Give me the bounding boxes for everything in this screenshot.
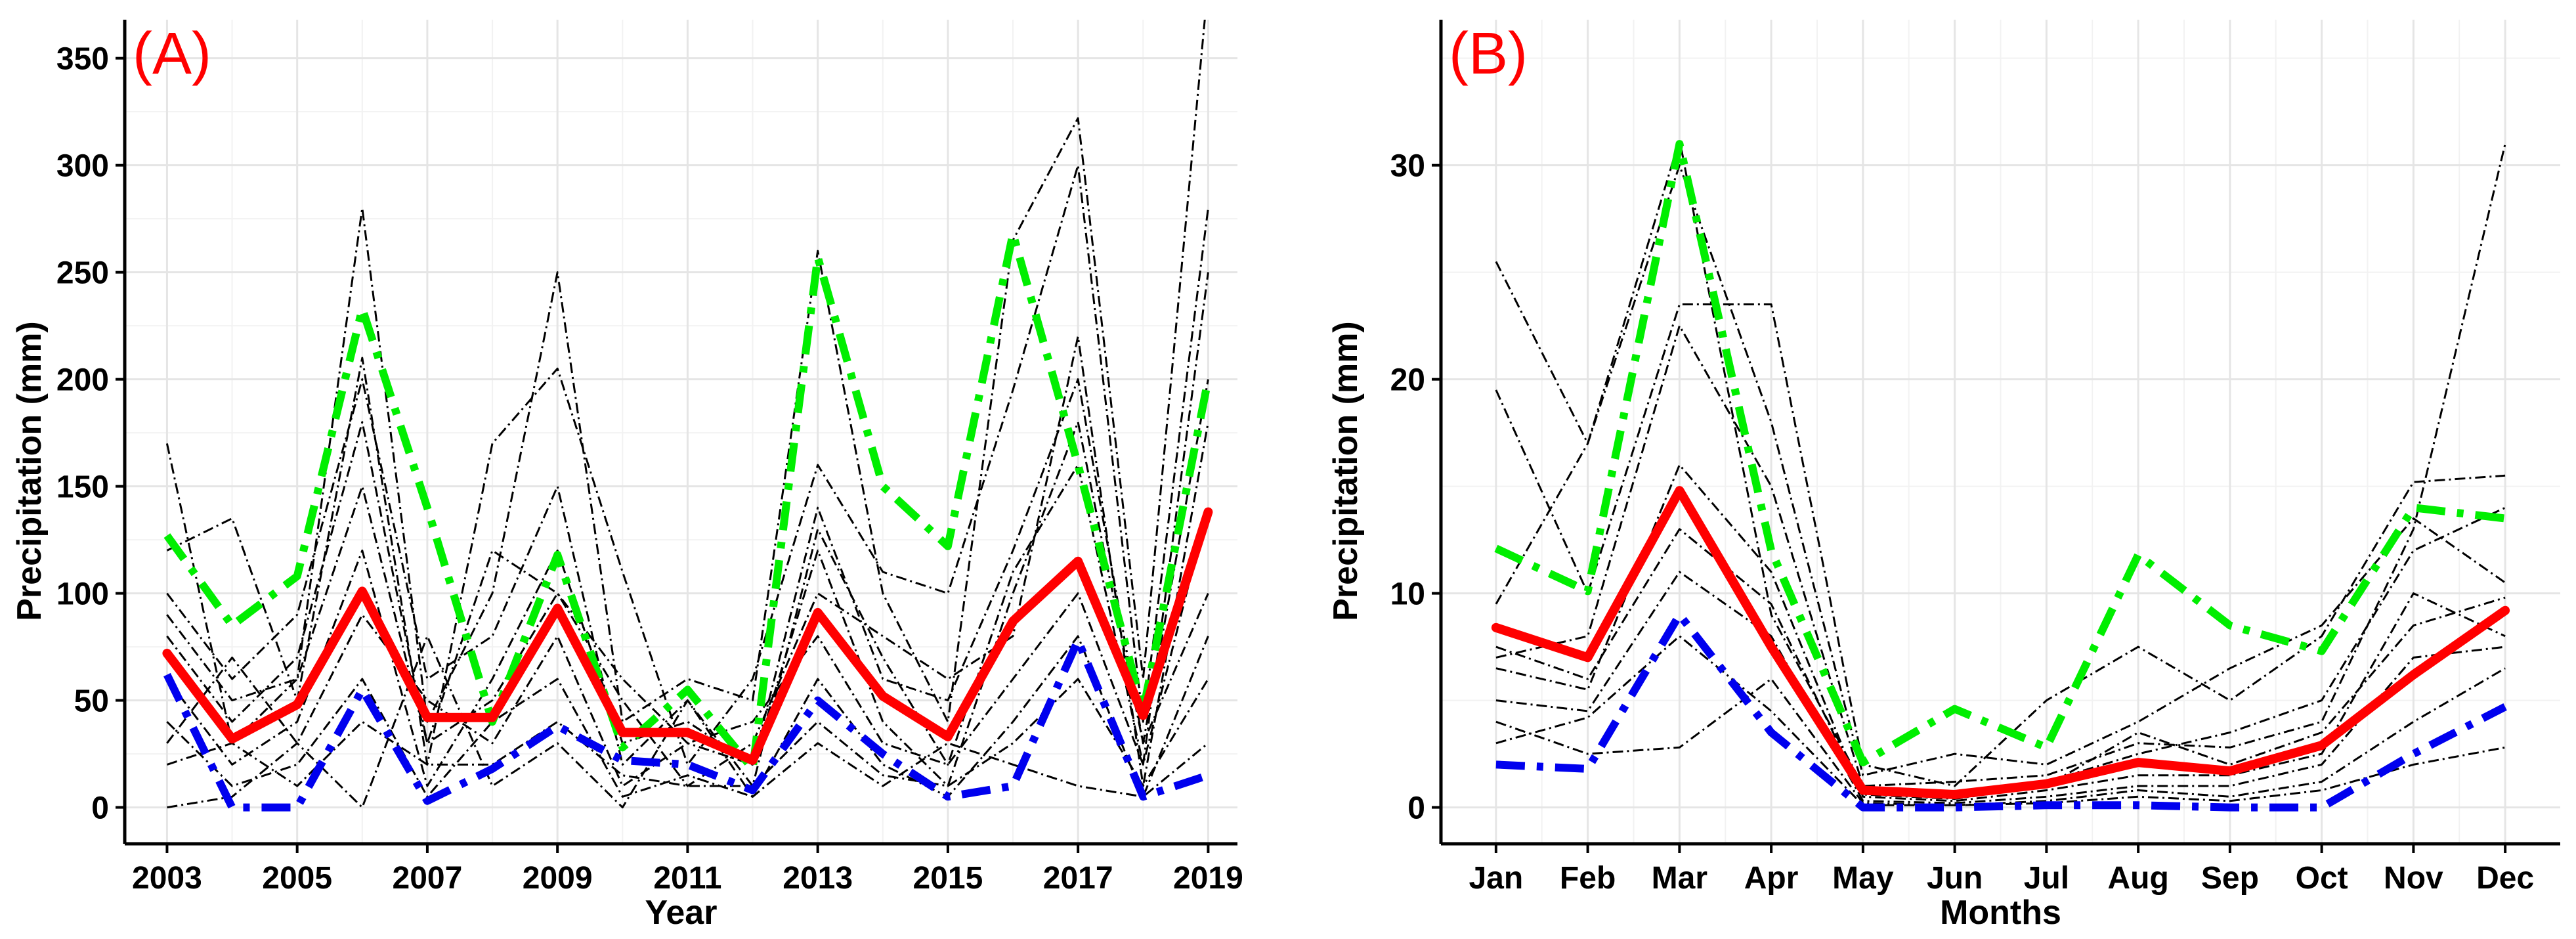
- x-tick-label: 2019: [1173, 861, 1243, 896]
- series-line-station-2: [166, 164, 1209, 766]
- x-tick-label: Jul: [2024, 861, 2069, 896]
- x-tick-label: 2011: [653, 861, 721, 896]
- x-tick-label: 2007: [393, 861, 463, 896]
- series-line-station-6: [1495, 571, 2506, 804]
- series-group: [1491, 139, 2510, 812]
- series-line-min: [163, 636, 1210, 812]
- x-tick-label: 2003: [132, 861, 202, 896]
- panel-label: (A): [133, 21, 211, 87]
- x-tick-label: 2013: [783, 861, 853, 896]
- series-group: [162, 20, 1213, 812]
- x-tick-label: 2015: [913, 861, 983, 896]
- y-tick-label: 50: [74, 684, 109, 719]
- x-tick-label: Oct: [2296, 861, 2348, 896]
- x-tick-label: Feb: [1560, 861, 1616, 896]
- chart-panel-a: 0 50 100 150 200 250 300 350 2003 2005 2007 2009 201…: [11, 20, 1243, 932]
- panel-label: (B): [1449, 21, 1528, 87]
- y-tick-label: 300: [56, 149, 109, 184]
- series-line-mean: [1491, 486, 2510, 799]
- series-line-station-2: [1495, 303, 2506, 787]
- series-line-station-1: [1495, 139, 2506, 787]
- x-tick-label: Aug: [2107, 861, 2168, 896]
- series-line-station-1: [165, 20, 1206, 745]
- y-tick-label: 250: [56, 256, 109, 291]
- series-line-station-10: [166, 378, 1209, 766]
- y-tick-label: 30: [1390, 149, 1425, 184]
- y-tick-label: 0: [1407, 791, 1425, 826]
- series-line-min: [1495, 611, 2507, 812]
- y-tick-label: 200: [56, 363, 109, 398]
- chart-panel-b: 0 10 20 30 Jan Feb Mar Apr May Jun Jul Aug Sep Oct Nov…: [1327, 20, 2560, 932]
- series-line-station-5: [1495, 464, 2506, 802]
- y-tick-label: 150: [56, 470, 109, 505]
- x-axis-title: Months: [1940, 894, 2061, 932]
- grid: [1441, 20, 2560, 844]
- x-tick-label: Apr: [1744, 861, 1799, 896]
- x-tick-label: Jun: [1927, 861, 1983, 896]
- x-tick-label: 2005: [262, 861, 332, 896]
- x-axis-title: Year: [645, 894, 718, 932]
- x-tick-label: Sep: [2201, 861, 2259, 896]
- series-line-station-8: [166, 678, 1209, 787]
- series-line-max: [163, 230, 1213, 773]
- y-tick-label: 20: [1390, 363, 1425, 398]
- y-tick-label: 10: [1390, 577, 1425, 612]
- y-axis-title: Precipitation (mm): [11, 321, 49, 621]
- y-tick-label: 350: [56, 42, 109, 77]
- series-line-station-4: [166, 379, 1209, 787]
- x-tick-label: 2009: [523, 861, 593, 896]
- x-tick-label: Dec: [2476, 861, 2534, 896]
- series-line-mean: [162, 507, 1213, 765]
- series-line-station-5: [166, 335, 1209, 787]
- y-tick-label: 100: [56, 577, 109, 612]
- y-axis-title: Precipitation (mm): [1327, 321, 1365, 621]
- series-line-station-7: [166, 635, 1209, 798]
- y-tick-label: 0: [91, 791, 109, 826]
- x-tick-label: Jan: [1469, 861, 1523, 896]
- x-tick-label: 2017: [1043, 861, 1113, 896]
- series-line-max: [1494, 140, 2506, 767]
- x-tick-label: Mar: [1652, 861, 1707, 896]
- x-tick-label: May: [1832, 861, 1894, 896]
- series-line-station-9: [167, 635, 1209, 809]
- x-tick-label: Nov: [2384, 861, 2443, 896]
